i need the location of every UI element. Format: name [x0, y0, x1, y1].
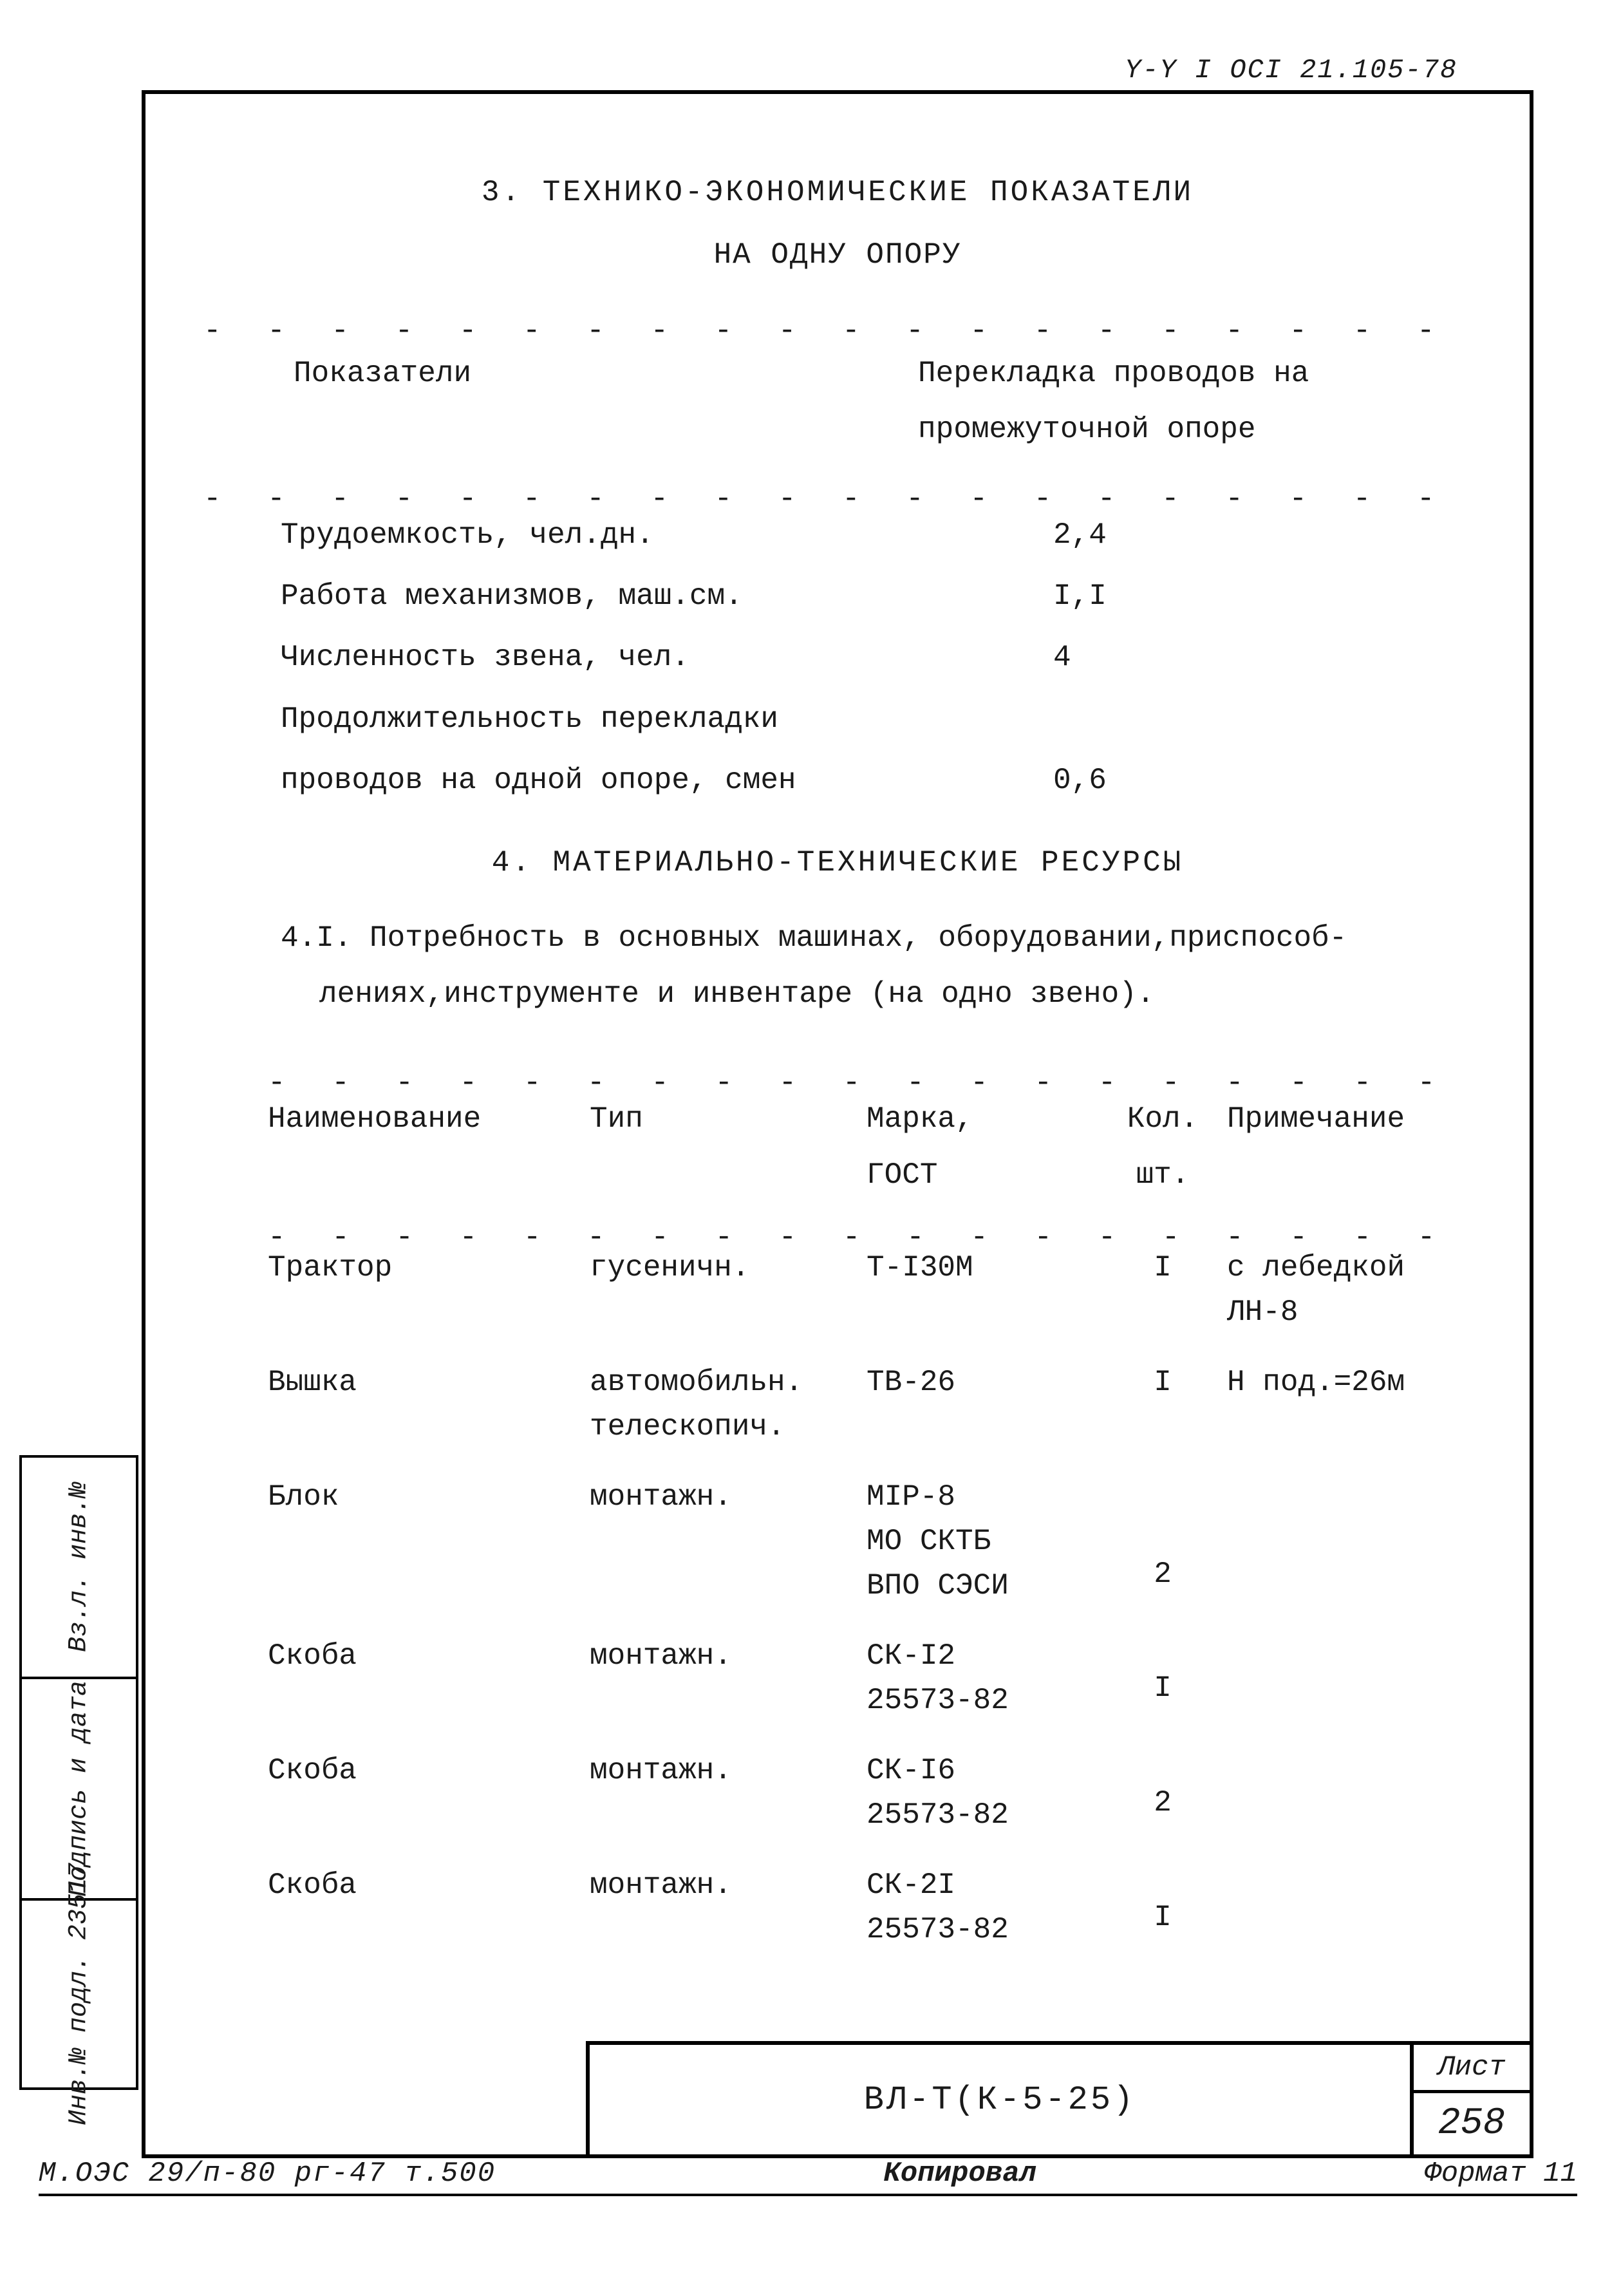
value: 0,6: [1053, 753, 1246, 809]
col-header: Тип: [590, 1091, 867, 1204]
cell-type: монтажн.: [590, 1475, 867, 1520]
section3-col2: Перекладка проводов на промежуточной опо…: [918, 346, 1446, 458]
cell-mark: СК-I6 25573-82: [867, 1749, 1098, 1838]
section3-row: Трудоемкость, чел.дн. 2,4: [281, 507, 1472, 563]
stamp-box: Вз.л. инв.№: [19, 1455, 138, 1679]
footer-left: М.ОЭС 29/п-80 рг-47 т.500: [39, 2158, 496, 2190]
cell-mark: СК-2I 25573-82: [867, 1863, 1098, 1952]
cell-qty: I: [1098, 1360, 1227, 1405]
stamp-text: Вз.л. инв.№: [64, 1482, 93, 1652]
table-row: Скоба монтажн. СК-2I 25573-82 I: [268, 1863, 1472, 1952]
section3-title-line1: 3. ТЕХНИКО-ЭКОНОМИЧЕСКИЕ ПОКАЗАТЕЛИ: [203, 165, 1472, 221]
section4-title: 4. МАТЕРИАЛЬНО-ТЕХНИЧЕСКИЕ РЕСУРСЫ: [203, 835, 1472, 891]
table-row: Скоба монтажн. СК-I6 25573-82 2: [268, 1749, 1472, 1838]
section3-header-row: Показатели Перекладка проводов на промеж…: [203, 339, 1472, 465]
col-header: Примечание: [1227, 1091, 1472, 1204]
section4-para: 4.I. Потребность в основных машинах, обо…: [203, 898, 1472, 1049]
table-row: Трактор гусеничн. Т-I30М I с лебедкой ЛН…: [268, 1246, 1472, 1335]
cell-note: с лебедкой ЛН-8: [1227, 1246, 1472, 1335]
cell-qty: 2: [1098, 1475, 1227, 1597]
cell-mark: СК-I2 25573-82: [867, 1634, 1098, 1723]
title-block: ВЛ-Т(К-5-25) Лист 258: [586, 2041, 1530, 2154]
section4-body: Трактор гусеничн. Т-I30М I с лебедкой ЛН…: [268, 1246, 1472, 1952]
cell-qty: I: [1098, 1863, 1227, 1940]
divider: - - - - - - - - - - - - - - - - - - - - …: [203, 471, 1472, 501]
cell-type: автомобильн. телескопич.: [590, 1360, 867, 1449]
section3-row: Продолжительность перекладки: [281, 692, 1472, 748]
cell-name: Трактор: [268, 1246, 590, 1290]
divider: - - - - - - - - - - - - - - - - - - - - …: [203, 303, 1472, 333]
label: проводов на одной опоре, смен: [281, 753, 1053, 809]
sheet-label: Лист: [1414, 2045, 1530, 2093]
content-area: 3. ТЕХНИКО-ЭКОНОМИЧЕСКИЕ ПОКАЗАТЕЛИ НА О…: [145, 94, 1530, 1952]
col-header: Марка, ГОСТ: [867, 1091, 1098, 1204]
cell-qty: 2: [1098, 1749, 1227, 1825]
page-frame: 3. ТЕХНИКО-ЭКОНОМИЧЕСКИЕ ПОКАЗАТЕЛИ НА О…: [142, 90, 1533, 2158]
sheet-number: 258: [1414, 2093, 1530, 2154]
cell-name: Блок: [268, 1475, 590, 1520]
cell-type: гусеничн.: [590, 1246, 867, 1290]
cell-type: монтажн.: [590, 1749, 867, 1793]
footer: М.ОЭС 29/п-80 рг-47 т.500 Копировал Форм…: [39, 2158, 1577, 2196]
value: 4: [1053, 630, 1246, 686]
stamp-text: Инв.№ подл. 23517: [64, 1863, 93, 2125]
section3-row: проводов на одной опоре, смен 0,6: [281, 753, 1472, 809]
cell-name: Скоба: [268, 1749, 590, 1793]
table-row: Скоба монтажн. СК-I2 25573-82 I: [268, 1634, 1472, 1723]
sheet-cell: Лист 258: [1410, 2045, 1530, 2154]
side-stamp-column: Вз.л. инв.№ Подпись и дата Инв.№ подл. 2…: [19, 1455, 138, 2090]
cell-mark: МIР-8 МО СКТБ ВПО СЭСИ: [867, 1475, 1098, 1608]
section3-row: Численность звена, чел. 4: [281, 630, 1472, 686]
label: Численность звена, чел.: [281, 630, 1053, 686]
footer-mid: Копировал: [883, 2158, 1036, 2190]
value: I,I: [1053, 569, 1246, 625]
cell-type: монтажн.: [590, 1863, 867, 1908]
cell-qty: I: [1098, 1634, 1227, 1711]
cell-type: монтажн.: [590, 1634, 867, 1679]
label: Продолжительность перекладки: [281, 692, 1053, 748]
col-header: Наименование: [268, 1091, 590, 1204]
section4-table: - - - - - - - - - - - - - - - - - - - - …: [203, 1055, 1472, 1953]
footer-right: Формат 11: [1424, 2158, 1577, 2190]
cell-name: Скоба: [268, 1863, 590, 1908]
section3-row: Работа механизмов, маш.см. I,I: [281, 569, 1472, 625]
stamp-box: Инв.№ подл. 23517: [19, 1901, 138, 2090]
label: Работа механизмов, маш.см.: [281, 569, 1053, 625]
table-row: Блок монтажн. МIР-8 МО СКТБ ВПО СЭСИ 2: [268, 1475, 1472, 1608]
doc-code: ВЛ-Т(К-5-25): [590, 2045, 1410, 2154]
header-annotation: Ү-Ү І ОСІ 21.105-78: [1125, 55, 1457, 86]
section3-col1: Показатели: [294, 346, 471, 458]
cell-note: Н под.=26м: [1227, 1360, 1472, 1405]
value: 2,4: [1053, 507, 1246, 563]
cell-name: Вышка: [268, 1360, 590, 1405]
value: [1053, 692, 1246, 748]
table-row: Вышка автомобильн. телескопич. ТВ-26 I Н…: [268, 1360, 1472, 1449]
cell-qty: I: [1098, 1246, 1227, 1290]
cell-mark: Т-I30М: [867, 1246, 1098, 1290]
cell-mark: ТВ-26: [867, 1360, 1098, 1405]
cell-name: Скоба: [268, 1634, 590, 1679]
section3-body: Трудоемкость, чел.дн. 2,4 Работа механиз…: [203, 507, 1472, 809]
section4-header-row: Наименование Тип Марка, ГОСТ Кол. шт. Пр…: [268, 1091, 1472, 1204]
section3-title-line2: НА ОДНУ ОПОРУ: [203, 227, 1472, 283]
divider: - - - - - - - - - - - - - - - - - - - - …: [268, 1210, 1472, 1239]
label: Трудоемкость, чел.дн.: [281, 507, 1053, 563]
divider: - - - - - - - - - - - - - - - - - - - - …: [268, 1055, 1472, 1085]
col-header: Кол. шт.: [1098, 1091, 1227, 1204]
